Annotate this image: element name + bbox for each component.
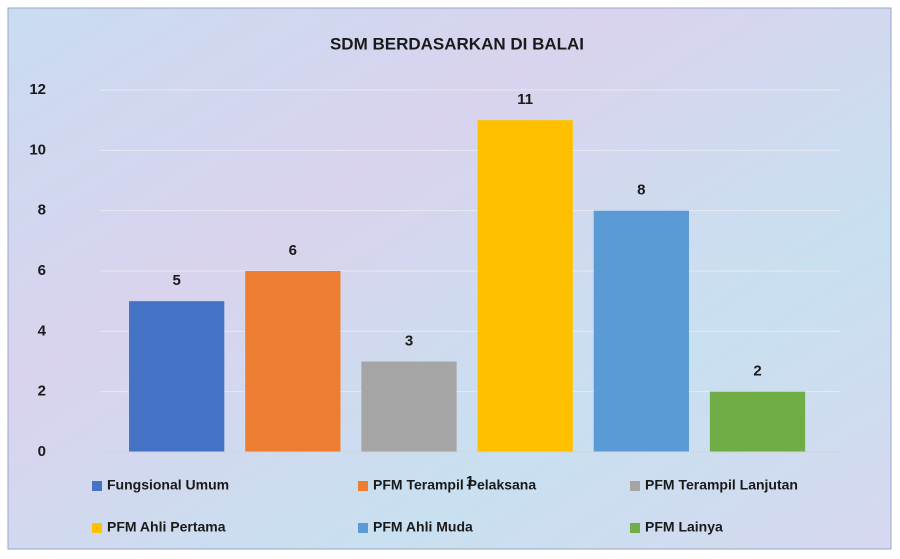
y-tick-label: 12 [29, 81, 46, 98]
y-tick-label: 2 [38, 383, 46, 400]
bar [477, 120, 573, 453]
legend-swatch [358, 481, 368, 491]
y-tick-label: 4 [38, 322, 47, 339]
y-tick-label: 10 [29, 141, 46, 158]
chart-background [7, 7, 892, 550]
legend-swatch [630, 523, 640, 533]
legend-label: PFM Terampil Pelaksana [373, 477, 536, 493]
legend-swatch [92, 481, 102, 491]
bar [129, 301, 225, 452]
legend-label: PFM Lainya [645, 519, 723, 535]
value-label: 8 [637, 182, 645, 199]
y-tick-label: 6 [38, 262, 46, 279]
bar [361, 361, 457, 452]
bar [245, 271, 341, 452]
chart-title: SDM BERDASARKAN DI BALAI [330, 34, 584, 53]
y-tick-label: 8 [38, 202, 46, 219]
legend-label: PFM Terampil Lanjutan [645, 477, 798, 493]
legend-label: PFM Ahli Pertama [107, 519, 226, 535]
legend-swatch [92, 523, 102, 533]
value-label: 6 [289, 242, 297, 259]
value-label: 11 [517, 91, 533, 108]
x-tick-label: 1 [466, 473, 474, 490]
bar [593, 210, 689, 452]
value-label: 3 [405, 332, 413, 349]
bar [709, 391, 806, 452]
value-label: 5 [173, 272, 181, 289]
legend-label: Fungsional Umum [107, 477, 229, 493]
y-tick-label: 0 [38, 443, 46, 460]
value-label: 2 [753, 363, 761, 380]
legend-label: PFM Ahli Muda [373, 519, 473, 535]
legend-swatch [630, 481, 640, 491]
legend-swatch [358, 523, 368, 533]
